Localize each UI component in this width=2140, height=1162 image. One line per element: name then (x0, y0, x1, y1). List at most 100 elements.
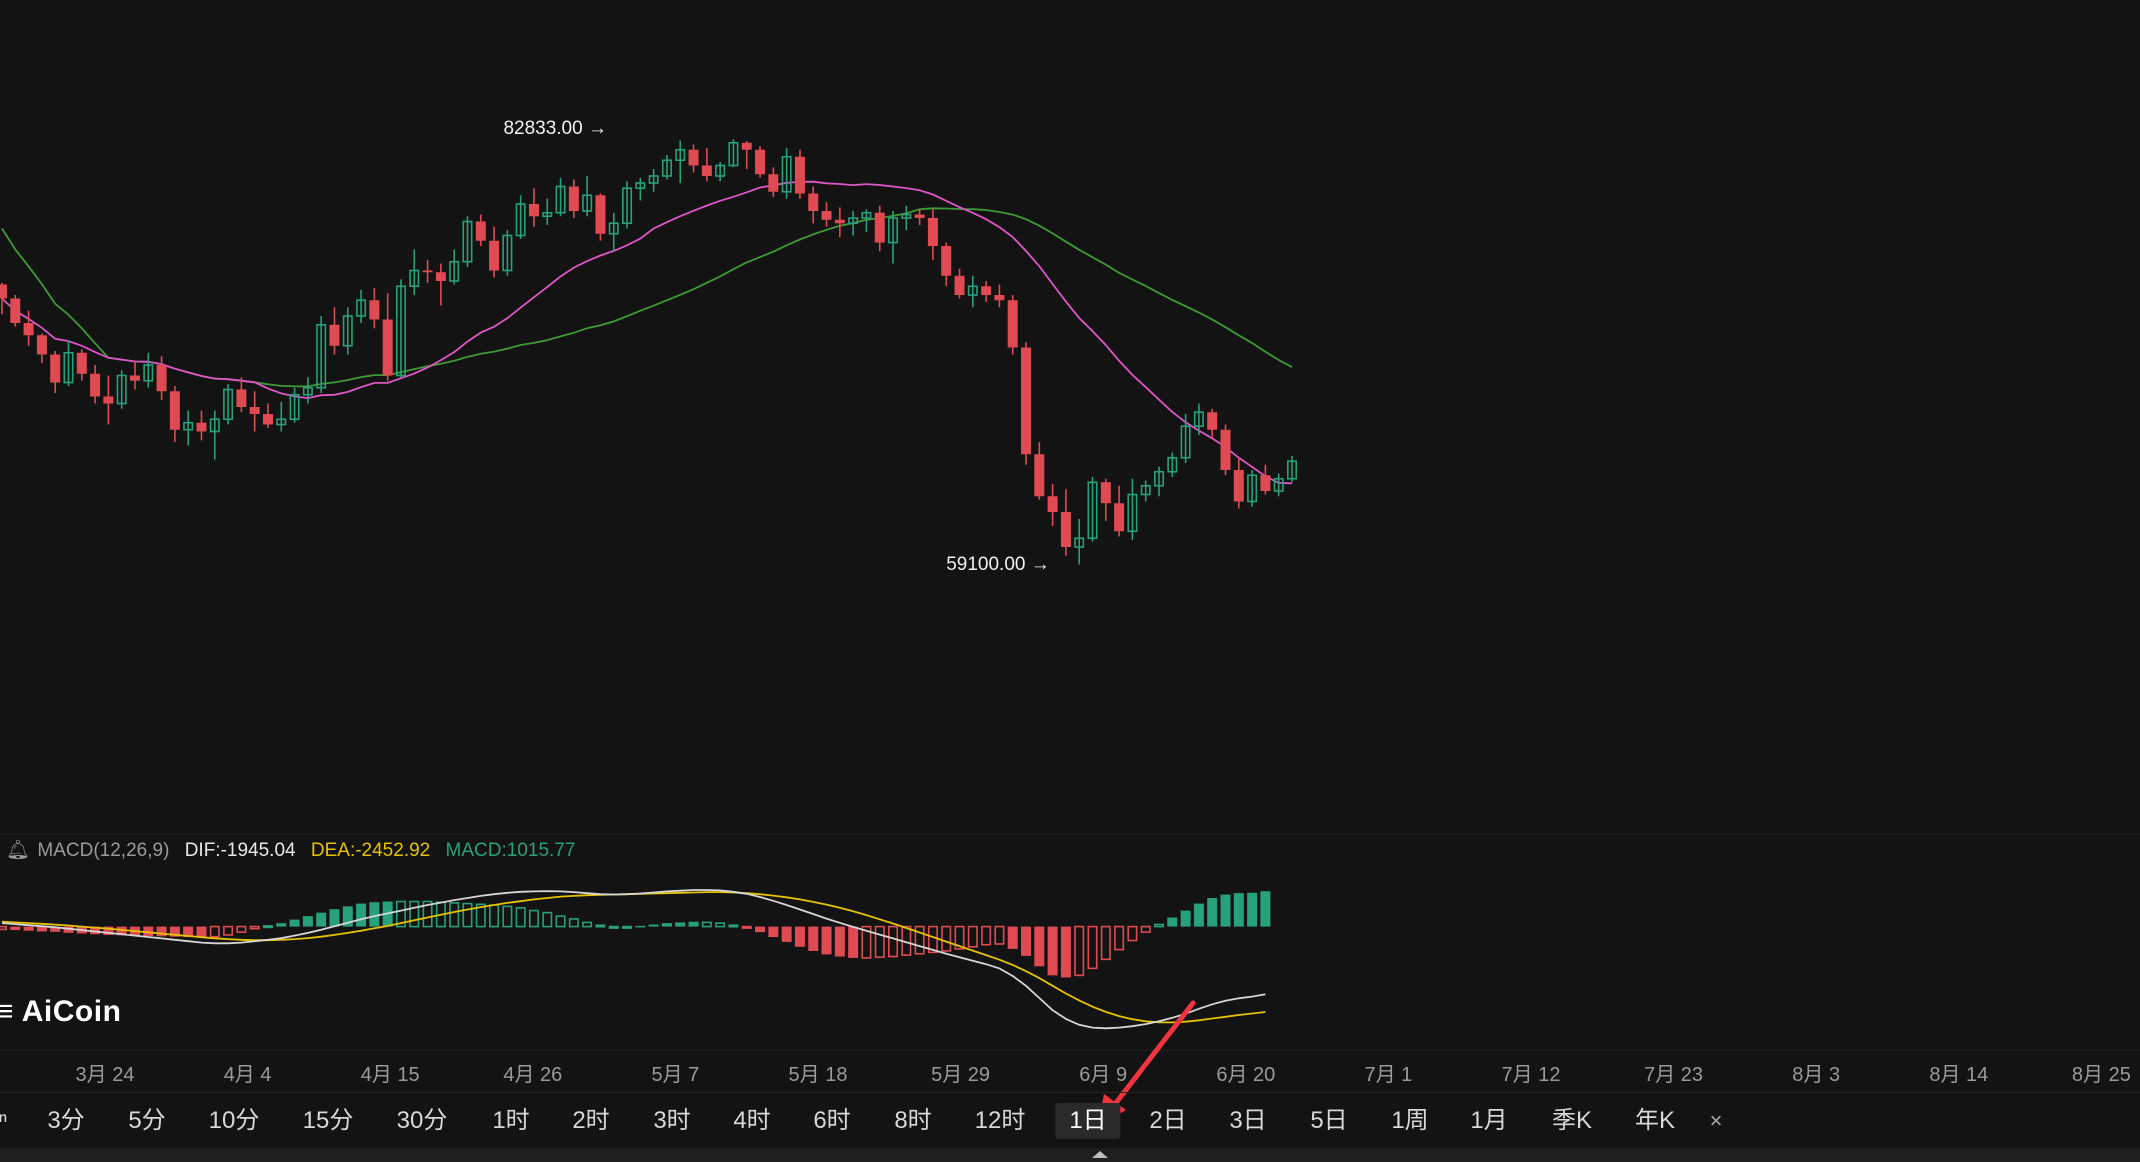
candle (715, 162, 726, 182)
timeframe-button[interactable]: 1周 (1391, 1107, 1429, 1134)
candle-body (515, 203, 526, 237)
candle (449, 249, 460, 285)
macd-hist-bar (409, 900, 420, 928)
macd-hist-bar (249, 925, 260, 930)
candle-body (741, 142, 752, 150)
candle (808, 186, 819, 224)
bell-icon[interactable]: 🔔︎ (6, 840, 31, 861)
candle-body (302, 386, 313, 396)
candle (967, 275, 978, 308)
candle-body (50, 354, 61, 383)
macd-hist-bar (369, 902, 380, 927)
candle-body (369, 300, 380, 320)
macd-hist-bar (608, 925, 619, 929)
x-tick-label: 8月 14 (1929, 1064, 1989, 1086)
candle (223, 384, 234, 425)
timeframe-button[interactable]: 5分 (128, 1107, 166, 1134)
candle-body (1127, 493, 1138, 533)
timeframe-button[interactable]: 4时 (733, 1107, 771, 1134)
macd-hist-bar (1207, 898, 1218, 927)
candle (316, 316, 327, 393)
x-tick-label: 7月 1 (1364, 1064, 1413, 1086)
candle-body (63, 351, 74, 384)
candle (595, 193, 606, 241)
candle (635, 177, 646, 201)
candle (768, 167, 779, 197)
macd-value: MACD:1015.77 (445, 840, 576, 861)
candle (1180, 414, 1191, 463)
candle (528, 188, 539, 227)
candle (675, 140, 686, 183)
macd-hist-bar (941, 925, 952, 952)
macd-hist-bar (50, 926, 61, 932)
candle (981, 281, 992, 302)
ma-short-line (1, 180, 1293, 485)
candle-body (901, 213, 912, 219)
candle (1287, 456, 1298, 483)
timeframe-button[interactable]: 5日 (1310, 1107, 1348, 1134)
candle-body (542, 211, 553, 218)
candle-body (395, 285, 406, 377)
candle (1100, 478, 1111, 521)
candle (1140, 480, 1151, 502)
candle-body (1247, 474, 1258, 503)
candle (76, 349, 87, 381)
candle-body (90, 373, 101, 397)
timeframe-button[interactable]: 3分 (47, 1107, 85, 1134)
close-icon[interactable]: × (1709, 1108, 1723, 1133)
candle (821, 202, 832, 227)
timeframe-button[interactable]: 12时 (974, 1107, 1026, 1134)
macd-hist-bar (755, 926, 766, 933)
macd-hist-bar (715, 922, 726, 928)
macd-hist-bar (954, 925, 965, 950)
timeframe-button[interactable]: 季K (1551, 1107, 1593, 1134)
macd-hist-bar (302, 916, 313, 927)
timeframe-button[interactable]: 1月 (1470, 1107, 1508, 1134)
candle (914, 209, 925, 225)
candle-body (1207, 412, 1218, 430)
candle (888, 211, 899, 264)
timeframe-button[interactable]: 30分 (396, 1107, 448, 1134)
candle (648, 169, 659, 192)
candle-body (648, 175, 659, 184)
macd-indicator-label[interactable]: MACD(12,26,9) (37, 840, 170, 861)
macd-hist-bar (36, 926, 47, 932)
candle-body (356, 299, 367, 317)
timeframe-button[interactable]: 1时 (492, 1107, 530, 1134)
timeframe-button[interactable]: 2时 (572, 1107, 610, 1134)
macd-hist-bar (90, 926, 101, 935)
candle (848, 211, 859, 236)
candle (1207, 408, 1218, 437)
timeframe-button[interactable]: 8时 (894, 1107, 932, 1134)
candle (36, 333, 47, 364)
candle (794, 149, 805, 199)
macd-hist-bar (582, 921, 593, 928)
candle (582, 176, 593, 217)
candle (342, 307, 353, 355)
macd-hist-bar (1140, 925, 1151, 933)
candle-body (1074, 537, 1085, 548)
macd-hist-bar (1047, 926, 1058, 976)
candle-body (342, 315, 353, 347)
timeframe-button[interactable]: 1日 (1055, 1103, 1121, 1139)
timeframe-button[interactable]: 3时 (653, 1107, 691, 1134)
timeframe-button[interactable]: 10分 (208, 1107, 260, 1134)
timeframe-button[interactable]: 年K (1634, 1107, 1676, 1134)
candle-body (781, 155, 792, 193)
toolbar-partial-item[interactable]: ⁿ (0, 1107, 8, 1134)
macd-hist-bar (103, 926, 114, 935)
candle (249, 391, 260, 432)
bottom-scrollbar[interactable] (0, 1148, 2140, 1162)
candle (542, 198, 553, 225)
dea-line (1, 891, 1266, 1024)
timeframe-button[interactable]: 6时 (813, 1107, 851, 1134)
timeframe-button[interactable]: 2日 (1149, 1107, 1187, 1134)
timeframe-button[interactable]: 15分 (302, 1107, 354, 1134)
x-tick-label: 5月 18 (788, 1064, 848, 1086)
candle (1034, 442, 1045, 500)
macd-hist-bar (1167, 917, 1178, 927)
candle-body (1273, 477, 1284, 492)
timeframe-button[interactable]: 3日 (1229, 1107, 1267, 1134)
macd-hist-bar (502, 905, 513, 928)
